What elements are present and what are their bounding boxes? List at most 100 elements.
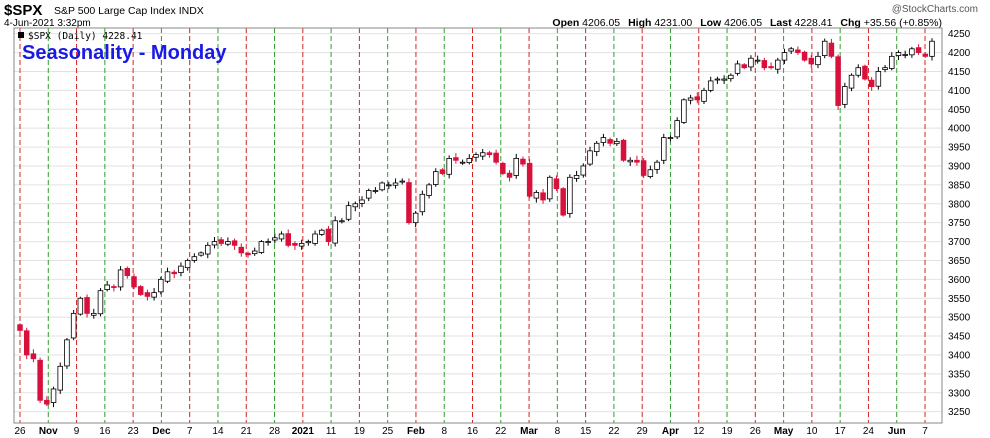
candle-body xyxy=(205,244,211,255)
x-tick-label: 17 xyxy=(835,426,847,437)
seasonality-lines xyxy=(19,28,926,423)
y-tick-label: 3500 xyxy=(948,313,971,324)
candle-body xyxy=(573,175,580,179)
candle-body xyxy=(231,240,238,246)
y-tick-label: 3550 xyxy=(948,294,971,305)
candle-body xyxy=(359,199,365,204)
candle-body xyxy=(339,220,345,223)
y-tick-label: 3400 xyxy=(948,350,971,361)
candle-body xyxy=(325,228,332,242)
candle-body xyxy=(553,178,560,190)
candle-body xyxy=(245,252,251,256)
low-label: Low xyxy=(700,17,722,29)
x-tick-label: 16 xyxy=(99,426,111,437)
candle-body xyxy=(593,142,600,153)
candle-body xyxy=(238,246,245,254)
y-tick-label: 3950 xyxy=(948,143,971,154)
x-tick-label: 28 xyxy=(269,426,281,437)
y-tick-label: 3250 xyxy=(948,407,971,418)
y-axis: 3250 3300 3350 3400 3450 3500 3550 3600 3650 3700… xyxy=(948,29,971,418)
y-tick-label: 3800 xyxy=(948,199,971,210)
y-tick-label: 3650 xyxy=(948,256,971,267)
x-tick-label: 26 xyxy=(750,426,762,437)
x-tick-label: 21 xyxy=(241,426,253,437)
candle-body xyxy=(37,359,43,401)
candle-body xyxy=(57,365,63,391)
chg-value: +35.56 (+0.85%) xyxy=(863,17,942,29)
symbol-label: $SPX xyxy=(4,2,43,19)
candle-body xyxy=(459,161,466,164)
candle-body xyxy=(560,188,566,216)
y-tick-label: 3600 xyxy=(948,275,971,286)
y-tick-label: 4250 xyxy=(948,29,971,40)
y-tick-label: 3750 xyxy=(948,218,971,229)
candle-body xyxy=(198,252,204,256)
y-tick-label: 4100 xyxy=(948,86,971,97)
candle-body xyxy=(225,241,231,245)
candle-body xyxy=(828,42,835,57)
x-tick-label: 25 xyxy=(382,426,394,437)
candle-body xyxy=(372,190,379,192)
y-tick-label: 4150 xyxy=(948,67,971,78)
y-tick-label: 3850 xyxy=(948,180,971,191)
candle-body xyxy=(580,165,587,176)
candle-body xyxy=(285,233,291,246)
candle-body xyxy=(298,243,305,247)
x-tick-label: Dec xyxy=(152,426,171,437)
candle-body xyxy=(211,241,218,246)
candle-body xyxy=(44,399,50,405)
candle-body xyxy=(332,220,338,244)
candle-body xyxy=(620,139,627,161)
candle-body xyxy=(567,176,573,214)
candle-body xyxy=(640,160,647,176)
candle-body xyxy=(493,152,499,163)
x-tick-label: 15 xyxy=(580,426,592,437)
candle-body xyxy=(848,74,855,89)
candle-body xyxy=(84,297,90,314)
x-tick-label: 19 xyxy=(721,426,733,437)
x-tick-label: Nov xyxy=(39,426,58,437)
candle-body xyxy=(808,57,815,65)
candle-body xyxy=(748,57,754,68)
x-tick-label: 7 xyxy=(187,426,193,437)
symbol-description: S&P 500 Large Cap Index INDX xyxy=(54,5,204,17)
candle-body xyxy=(734,63,741,74)
candle-body xyxy=(312,233,318,244)
candle-body xyxy=(473,154,479,158)
candle-body xyxy=(506,172,513,178)
candle-body xyxy=(801,51,808,61)
candle-body xyxy=(667,137,674,140)
candle-body xyxy=(17,324,23,331)
candle-body xyxy=(218,239,224,244)
x-tick-label: Apr xyxy=(662,426,679,437)
candle-body xyxy=(50,388,57,403)
candle-body xyxy=(821,40,828,56)
candle-body xyxy=(868,79,875,87)
high-value: 4231.00 xyxy=(654,17,693,29)
candle-body xyxy=(258,241,265,253)
candle-body xyxy=(419,193,426,213)
candle-body xyxy=(151,292,157,298)
chg-label: Chg xyxy=(840,17,861,29)
candle-body xyxy=(70,312,77,339)
candle-body xyxy=(654,161,660,170)
candle-body xyxy=(707,80,714,91)
candle-body xyxy=(319,229,325,235)
candle-body xyxy=(77,297,84,315)
candle-body xyxy=(178,265,184,273)
candle-body xyxy=(305,241,312,244)
candle-body xyxy=(929,40,935,57)
candle-body xyxy=(862,65,868,80)
candle-body xyxy=(111,286,117,288)
candle-body xyxy=(855,67,861,76)
candle-body xyxy=(265,241,271,243)
candle-body xyxy=(345,205,352,220)
x-tick-label: 2021 xyxy=(292,426,315,437)
candle-body xyxy=(23,330,30,356)
candle-body xyxy=(607,139,613,144)
candle-body xyxy=(158,278,164,293)
candle-body xyxy=(701,89,707,102)
low-value: 4206.05 xyxy=(724,17,763,29)
candle-body xyxy=(144,292,151,297)
